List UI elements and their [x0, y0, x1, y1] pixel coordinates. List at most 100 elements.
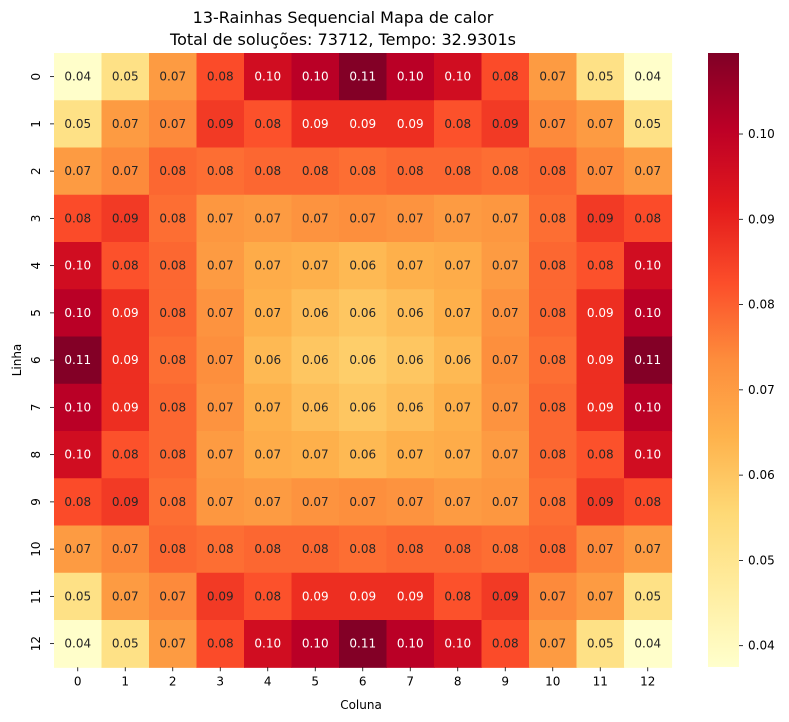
heatmap-cell	[481, 53, 530, 101]
heatmap-cell	[101, 147, 150, 196]
cell-value-label: 0.05	[587, 70, 614, 84]
cell-value-label: 0.11	[349, 70, 376, 84]
heatmap-cell	[149, 53, 198, 101]
heatmap-cell	[481, 194, 530, 243]
heatmap-cell	[196, 147, 245, 196]
heatmap-cell	[529, 620, 578, 668]
heatmap-cell	[196, 525, 245, 574]
cell-value-label: 0.07	[254, 495, 281, 509]
cell-value-label: 0.10	[444, 637, 471, 651]
cell-value-label: 0.07	[539, 637, 566, 651]
cell-value-label: 0.07	[444, 495, 471, 509]
heatmap-cell	[624, 525, 673, 574]
cell-value-label: 0.08	[207, 542, 234, 556]
heatmap-cell	[54, 383, 103, 432]
y-tick-label: 0	[29, 73, 43, 81]
heatmap-cell	[149, 620, 198, 668]
cell-value-label: 0.06	[397, 306, 424, 320]
heatmap-cell	[54, 147, 103, 196]
heatmap-cell	[291, 147, 340, 196]
heatmap-cell	[291, 289, 340, 338]
heatmap-cell	[291, 194, 340, 243]
heatmap-cell	[434, 336, 483, 385]
heatmap-cell	[244, 383, 293, 432]
y-tick-label: 8	[29, 451, 43, 459]
heatmap-cell	[576, 289, 625, 338]
heatmap-cell	[244, 336, 293, 385]
cell-value-label: 0.07	[444, 448, 471, 462]
cell-value-label: 0.06	[397, 400, 424, 414]
cell-value-label: 0.08	[397, 542, 424, 556]
cell-value-label: 0.08	[112, 448, 139, 462]
colorbar-tick-label: 0.05	[748, 553, 775, 567]
cell-value-label: 0.07	[302, 259, 329, 273]
heatmap-cell	[54, 194, 103, 243]
cell-value-label: 0.07	[302, 448, 329, 462]
cell-value-label: 0.07	[254, 448, 281, 462]
cell-value-label: 0.08	[539, 542, 566, 556]
cell-value-label: 0.07	[444, 211, 471, 225]
cell-value-label: 0.07	[444, 306, 471, 320]
cell-value-label: 0.08	[159, 495, 186, 509]
cell-value-label: 0.07	[397, 211, 424, 225]
cell-value-label: 0.07	[634, 164, 661, 178]
heatmap-cell	[529, 53, 578, 101]
cell-value-label: 0.07	[254, 306, 281, 320]
cell-value-label: 0.09	[207, 589, 234, 603]
heatmap-cell	[386, 620, 435, 668]
cell-value-label: 0.08	[159, 211, 186, 225]
heatmap-cell	[481, 620, 530, 668]
cell-value-label: 0.07	[539, 117, 566, 131]
cell-value-label: 0.06	[302, 400, 329, 414]
cell-value-label: 0.06	[254, 353, 281, 367]
heatmap-cell	[624, 620, 673, 668]
heatmap-cell	[529, 431, 578, 479]
heatmap-cell	[624, 336, 673, 385]
heatmap-cell-labels: 0.04 0.05 0.07 0.08 0.10 0.10 0.11 0.10 0.10 0.08…	[64, 70, 661, 651]
cell-value-label: 0.09	[492, 589, 519, 603]
heatmap-cell	[244, 525, 293, 574]
heatmap-cell	[624, 147, 673, 196]
cell-value-label: 0.07	[64, 164, 91, 178]
cell-value-label: 0.07	[634, 542, 661, 556]
cell-value-label: 0.08	[112, 259, 139, 273]
heatmap-cell	[529, 383, 578, 432]
cell-value-label: 0.05	[634, 589, 661, 603]
heatmap-cell	[101, 620, 150, 668]
x-axis-label: Coluna	[340, 698, 382, 712]
heatmap-cell	[196, 242, 245, 290]
cell-value-label: 0.10	[64, 448, 91, 462]
heatmap-cell	[291, 572, 340, 621]
heatmap-cell	[244, 53, 293, 101]
heatmap-cell	[101, 100, 150, 149]
x-axis-ticks: 0 1 2 3 4 5 6 7 8 9 10 11 12	[74, 667, 655, 688]
cell-value-label: 0.08	[492, 542, 519, 556]
cell-value-label: 0.08	[207, 637, 234, 651]
heatmap-cell	[624, 383, 673, 432]
heatmap-cell	[291, 242, 340, 290]
heatmap-cell	[54, 525, 103, 574]
heatmap-cell	[244, 478, 293, 527]
cell-value-label: 0.07	[444, 400, 471, 414]
heatmap-cell	[434, 620, 483, 668]
heatmap-cell	[339, 383, 388, 432]
cell-value-label: 0.10	[64, 400, 91, 414]
heatmap-cell	[386, 53, 435, 101]
cell-value-label: 0.07	[112, 589, 139, 603]
cell-value-label: 0.09	[349, 117, 376, 131]
cell-value-label: 0.09	[492, 117, 519, 131]
cell-value-label: 0.07	[492, 400, 519, 414]
cell-value-label: 0.07	[492, 259, 519, 273]
cell-value-label: 0.08	[64, 211, 91, 225]
heatmap-cell	[196, 572, 245, 621]
cell-value-label: 0.10	[444, 70, 471, 84]
heatmap-cell	[624, 242, 673, 290]
cell-value-label: 0.05	[112, 637, 139, 651]
cell-value-label: 0.07	[492, 306, 519, 320]
x-tick-label: 10	[545, 674, 560, 688]
heatmap-cell	[481, 525, 530, 574]
cell-value-label: 0.09	[587, 211, 614, 225]
x-tick-label: 2	[169, 674, 177, 688]
heatmap-cell	[529, 147, 578, 196]
heatmap-cell	[624, 100, 673, 149]
